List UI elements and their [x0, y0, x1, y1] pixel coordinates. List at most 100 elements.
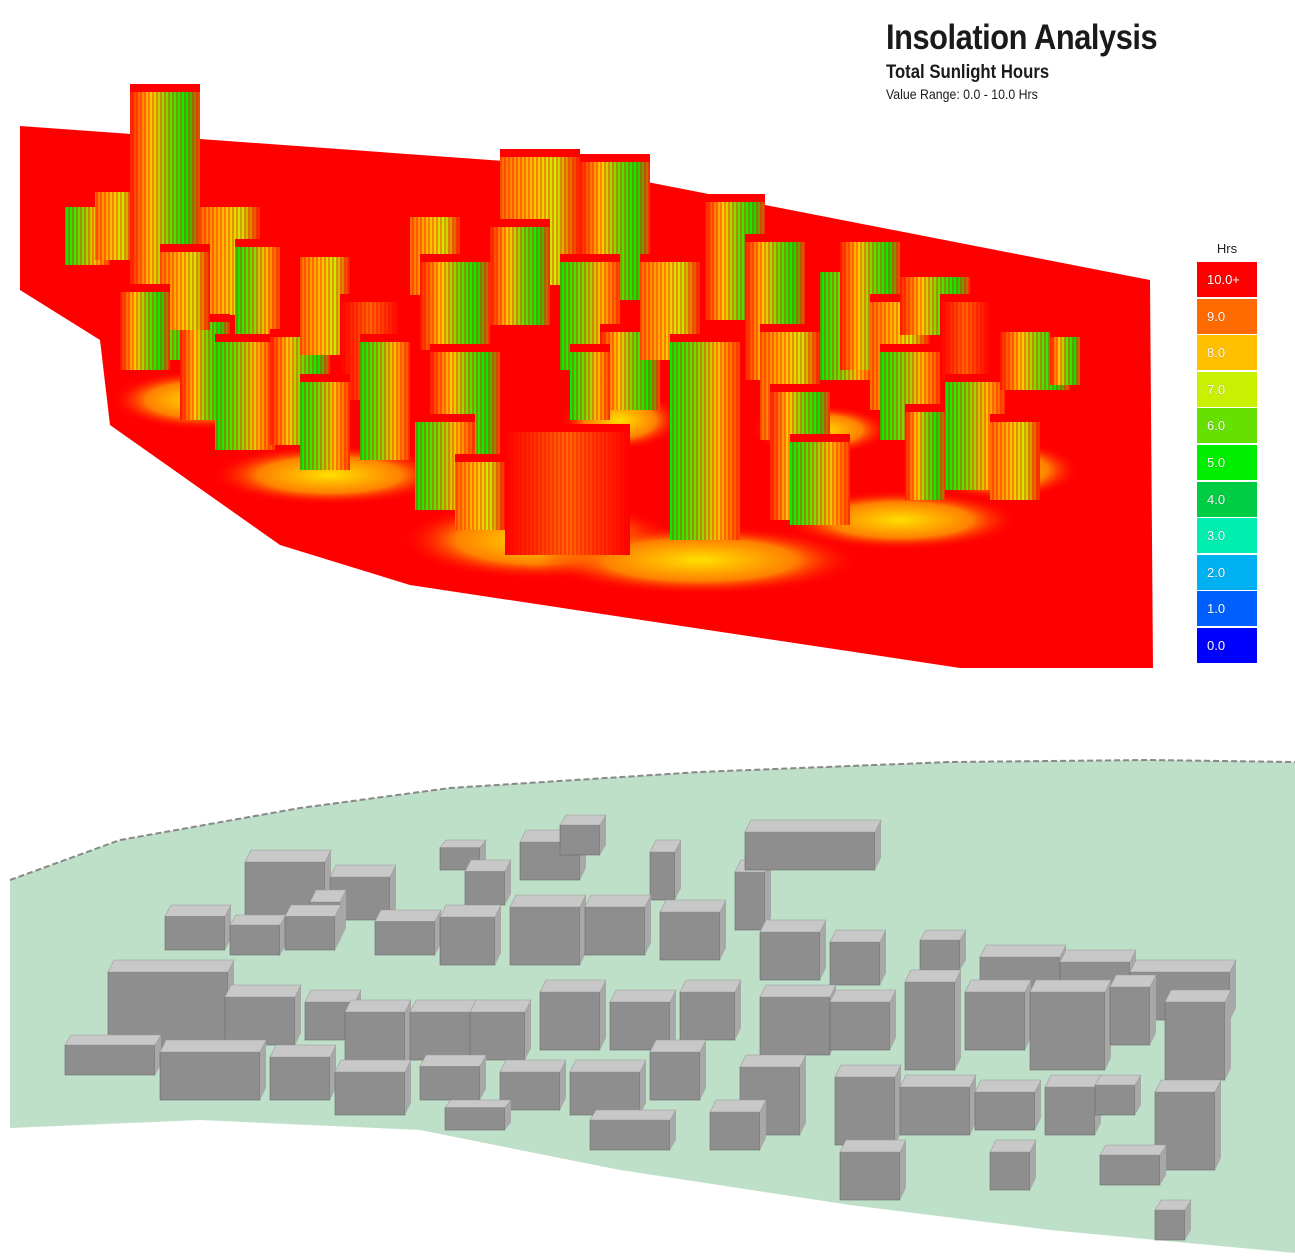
model-building-side	[600, 815, 606, 855]
heatmap-building-texture	[940, 300, 990, 380]
model-building-facade	[649, 851, 676, 901]
model-building-side	[505, 1100, 511, 1130]
model-building-facade	[589, 1119, 671, 1151]
model-building	[464, 859, 512, 906]
model-building	[1164, 989, 1232, 1081]
model-building-roof	[989, 1139, 1037, 1153]
legend-item: 0.0	[1197, 627, 1257, 663]
model-building-roof	[584, 894, 652, 908]
model-building-side	[495, 905, 501, 965]
model-building-roof	[559, 814, 607, 826]
heatmap-roof	[65, 199, 110, 207]
model-building-side	[895, 1065, 901, 1145]
model-building-roof	[1154, 1079, 1222, 1093]
model-building-facade	[284, 915, 336, 951]
model-building-side	[720, 900, 726, 960]
model-building-roof	[1154, 1199, 1192, 1211]
model-building-roof	[979, 944, 1067, 958]
legend-item: 3.0	[1197, 518, 1257, 554]
model-building-side	[670, 1110, 676, 1150]
heatmap-building-texture	[990, 420, 1040, 500]
model-building-facade	[464, 870, 506, 906]
model-building	[829, 989, 897, 1051]
model-building-side	[970, 1075, 976, 1135]
model-ground-edge	[9, 758, 1295, 881]
heatmap-roof	[945, 374, 1005, 382]
model-building	[964, 979, 1032, 1051]
model-building	[439, 904, 502, 966]
model-building-side	[880, 930, 886, 985]
model-building-side	[900, 1140, 906, 1200]
model-building-side	[600, 980, 606, 1050]
model-building-side	[1160, 1145, 1166, 1185]
model-building-side	[675, 840, 681, 900]
model-building-facade	[974, 1091, 1036, 1131]
model-building	[107, 959, 235, 1051]
model-building	[834, 1064, 902, 1146]
model-building	[899, 1074, 977, 1136]
model-building-roof	[64, 1034, 162, 1046]
model-building	[499, 1059, 567, 1111]
model-building-roof	[374, 909, 442, 922]
model-building-facade	[1154, 1209, 1186, 1241]
heatmap-roof	[880, 344, 940, 352]
heatmap-building-texture	[570, 350, 610, 420]
heatmap-building-texture	[95, 190, 135, 260]
legend-item-label: 2.0	[1207, 564, 1226, 580]
model-building-roof	[159, 1039, 267, 1053]
model-building	[509, 894, 587, 966]
model-building-roof	[569, 1059, 647, 1073]
model-building-side	[955, 970, 961, 1070]
model-building-roof	[739, 1054, 807, 1068]
model-building-side	[295, 985, 301, 1045]
model-building-facade	[899, 1086, 971, 1136]
model-building-side	[1105, 980, 1111, 1070]
model-building-side	[505, 860, 511, 905]
model-building-roof	[839, 1139, 907, 1153]
model-building-roof	[344, 999, 412, 1013]
model-building-facade	[829, 1001, 891, 1051]
model-building-side	[1150, 975, 1156, 1045]
model-building-facade	[1029, 991, 1106, 1071]
model-building	[374, 909, 442, 956]
model-building-side	[765, 860, 771, 930]
heatmap-roof	[215, 334, 275, 342]
model-building-side	[155, 1035, 161, 1075]
model-building	[539, 979, 607, 1051]
legend-item-label: 4.0	[1207, 491, 1226, 507]
model-building-side	[875, 820, 881, 870]
model-building	[419, 1054, 487, 1101]
heatmap-roof	[990, 414, 1040, 422]
legend-item-label: 8.0	[1207, 345, 1226, 361]
model-building-roof	[509, 894, 587, 908]
model-building-facade	[1109, 986, 1151, 1046]
model-building-facade	[1044, 1086, 1096, 1136]
model-building-roof	[464, 859, 512, 872]
heatmap-building-texture	[420, 260, 490, 350]
heatmap-building-texture	[1050, 335, 1080, 385]
model-building-facade	[269, 1056, 331, 1101]
model-building	[734, 859, 772, 931]
legend-item: 9.0	[1197, 298, 1257, 334]
legend-item: 1.0	[1197, 591, 1257, 627]
heatmap-roof	[300, 374, 350, 382]
heatmap-building-texture	[505, 430, 630, 555]
heatmap-building-texture	[300, 380, 350, 470]
model-building-roof	[759, 919, 827, 933]
model-building-side	[670, 990, 676, 1050]
model-building-roof	[269, 1044, 337, 1058]
model-building	[829, 929, 887, 986]
model-building	[1029, 979, 1112, 1071]
model-building-roof	[499, 1059, 567, 1073]
city-massing-model	[9, 758, 1295, 1253]
model-building-side	[735, 980, 741, 1040]
model-building	[839, 1139, 907, 1201]
legend-item: 10.0+	[1197, 262, 1257, 297]
heatmap-building-texture	[670, 340, 740, 540]
model-building-roof	[164, 904, 232, 917]
heatmap-roof	[340, 294, 400, 302]
model-building-side	[435, 910, 441, 955]
model-building-roof	[304, 989, 362, 1003]
legend-item-label: 7.0	[1207, 381, 1226, 397]
model-building-side	[960, 930, 966, 970]
